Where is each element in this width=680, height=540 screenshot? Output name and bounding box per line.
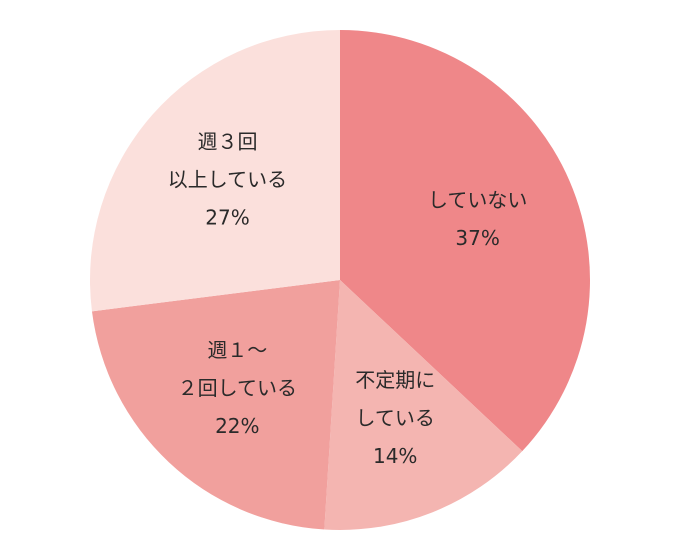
pie-slice (324, 280, 523, 530)
slice-label: していない (428, 188, 527, 212)
value-label: 27% (205, 205, 249, 229)
slice-label: 以上している (168, 167, 287, 191)
value-label: 14% (373, 444, 417, 468)
slice-label: ２回している (178, 376, 297, 400)
pie-slice (89, 30, 340, 312)
slice-label: 週１～ (207, 338, 267, 362)
value-label: 37% (455, 226, 499, 250)
slice-label: 不定期に (355, 368, 435, 392)
pie-slice (91, 280, 341, 530)
value-label: 22% (215, 414, 259, 438)
pie-slice (340, 30, 590, 452)
slice-label: している (356, 406, 435, 430)
slice-label: 週３回 (197, 129, 257, 153)
